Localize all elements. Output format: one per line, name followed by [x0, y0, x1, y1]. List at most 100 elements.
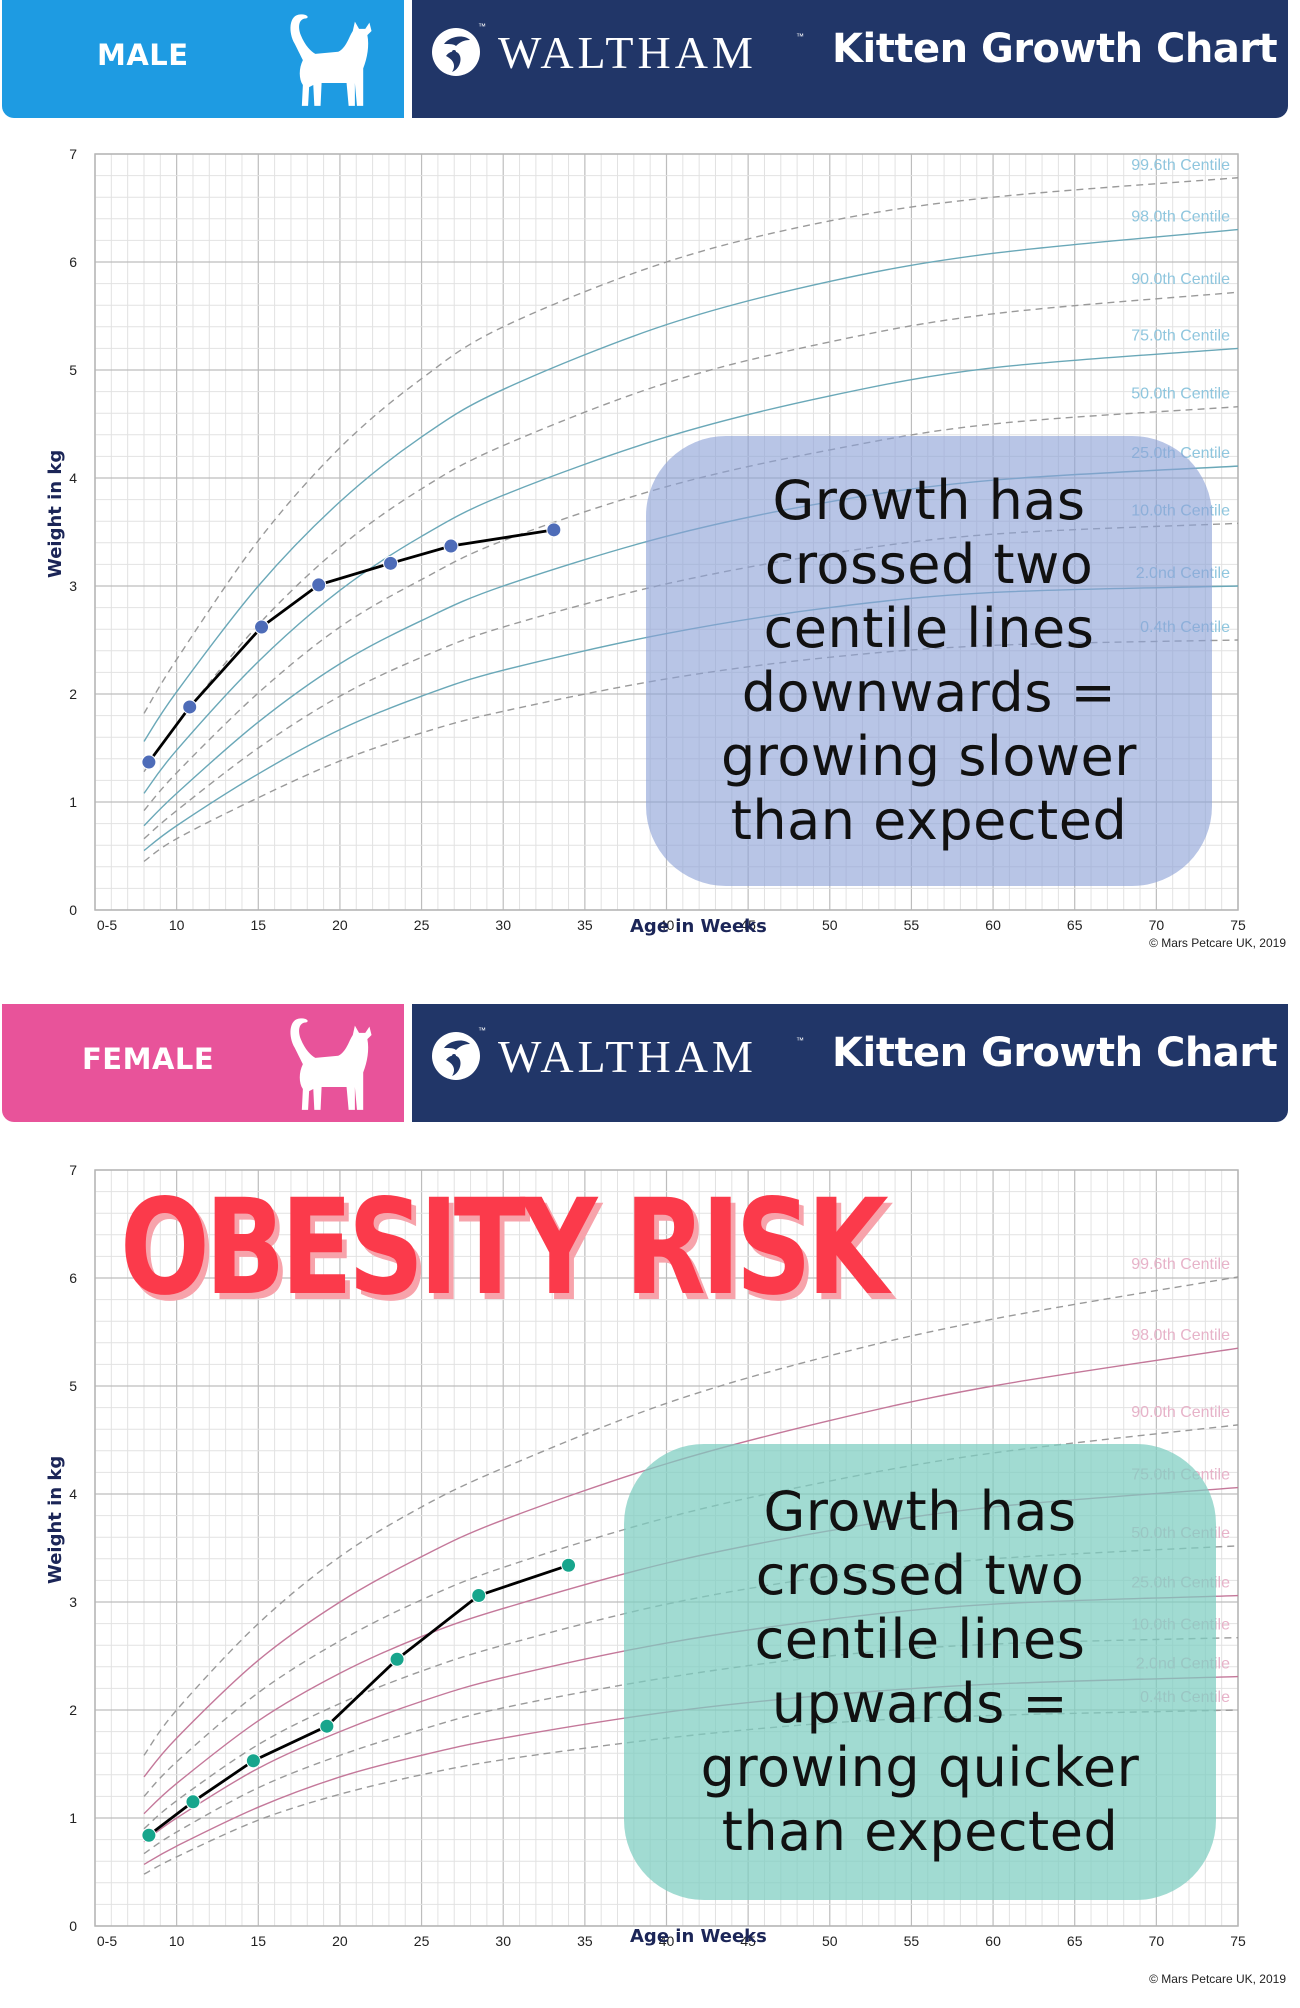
y-tick-label: 5	[69, 362, 77, 378]
male-panel: MALE	[2, 0, 404, 118]
centile-label: 98.0th Centile	[1131, 209, 1230, 226]
x-tick-label: 45	[740, 1933, 756, 1949]
x-tick-label: 35	[577, 917, 593, 933]
x-tick-label: 75	[1230, 917, 1246, 933]
data-point[interactable]	[471, 1588, 487, 1604]
centile-label: 99.6th Centile	[1131, 157, 1230, 174]
callout-line: Growth has	[763, 1480, 1077, 1543]
callout-line: than expected	[730, 789, 1128, 852]
data-point[interactable]	[245, 1753, 261, 1769]
copyright: © Mars Petcare UK, 2019	[1149, 1972, 1286, 1986]
y-tick-label: 3	[69, 578, 77, 594]
callout-line: downwards =	[741, 661, 1117, 724]
x-tick-label: 70	[1149, 917, 1165, 933]
female-header: FEMALE ™ WALTHAM ™ Kitten Growth Chart	[0, 1004, 1300, 1124]
cat-silhouette-icon	[290, 1018, 372, 1110]
cat-silhouette-icon	[290, 14, 372, 106]
x-tick-label: 15	[250, 1933, 266, 1949]
data-point[interactable]	[141, 1827, 157, 1843]
brand-tm: ™	[796, 1036, 804, 1045]
y-tick-label: 4	[69, 1486, 77, 1502]
callout-line: crossed two	[764, 533, 1094, 596]
y-tick-label: 1	[69, 794, 77, 810]
female-panel: FEMALE	[2, 1004, 404, 1122]
data-point[interactable]	[561, 1557, 577, 1573]
y-tick-label: 1	[69, 1810, 77, 1826]
chart-title: Kitten Growth Chart	[832, 26, 1278, 72]
callout-text: Growth has crossed two centile lines upw…	[701, 1480, 1140, 1864]
y-tick-label: 2	[69, 686, 77, 702]
x-tick-label: 30	[495, 1933, 511, 1949]
x-tick-label: 50	[822, 917, 838, 933]
logo-tm: ™	[478, 22, 486, 31]
x-tick-label: 70	[1149, 1933, 1165, 1949]
data-point[interactable]	[389, 1651, 405, 1667]
brand-panel: ™ WALTHAM ™ Kitten Growth Chart	[412, 0, 1288, 118]
callout-box: Growth has crossed two centile lines upw…	[624, 1444, 1216, 1900]
logo-tm: ™	[478, 1026, 486, 1035]
waltham-logo-icon	[432, 28, 480, 76]
callout-line: centile lines	[763, 597, 1095, 660]
x-tick-label: 15	[250, 917, 266, 933]
data-point[interactable]	[254, 619, 270, 635]
sex-label: MALE	[97, 38, 189, 72]
data-point[interactable]	[311, 577, 327, 593]
y-tick-label: 7	[69, 1162, 77, 1178]
centile-line	[143, 1276, 1239, 1756]
data-point[interactable]	[546, 522, 562, 538]
brand-tm: ™	[796, 32, 804, 41]
centile-label: 90.0th Centile	[1131, 271, 1230, 288]
brand-name: WALTHAM	[498, 27, 757, 78]
callout-line: Growth has	[772, 469, 1086, 532]
centile-line	[143, 406, 1239, 812]
y-tick-label: 3	[69, 1594, 77, 1610]
x-tick-label: 35	[577, 1933, 593, 1949]
x-axis-title: Age in Weeks	[630, 916, 767, 937]
centile-line	[143, 177, 1239, 714]
callout-line: centile lines	[754, 1608, 1086, 1671]
data-point[interactable]	[319, 1718, 335, 1734]
centile-label: 90.0th Centile	[1131, 1404, 1230, 1421]
centile-line	[143, 1347, 1239, 1778]
x-tick-label: 0-5	[97, 1933, 117, 1949]
x-tick-label: 50	[822, 1933, 838, 1949]
x-tick-label: 10	[169, 1933, 185, 1949]
x-tick-label: 10	[169, 917, 185, 933]
data-point[interactable]	[383, 555, 399, 571]
y-tick-label: 0	[69, 902, 77, 918]
y-tick-label: 6	[69, 1270, 77, 1286]
brand-name: WALTHAM	[498, 1031, 757, 1082]
kitten-weight-line	[148, 1563, 569, 1837]
centile-label: 75.0th Centile	[1131, 327, 1230, 344]
male-header: MALE ™ WALTHAM ™ Kitten Growth Chart	[0, 0, 1300, 120]
x-tick-label: 55	[904, 917, 920, 933]
x-tick-label: 40	[659, 917, 675, 933]
callout-box: Growth has crossed two centile lines dow…	[646, 436, 1212, 886]
y-axis-title: Weight in kg	[45, 449, 66, 578]
x-tick-label: 60	[985, 917, 1001, 933]
x-tick-label: 65	[1067, 1933, 1083, 1949]
data-point[interactable]	[182, 699, 198, 715]
centile-label: 98.0th Centile	[1131, 1327, 1230, 1344]
x-tick-label: 20	[332, 1933, 348, 1949]
callout-line: crossed two	[755, 1544, 1085, 1607]
x-tick-label: 20	[332, 917, 348, 933]
y-tick-label: 4	[69, 470, 77, 486]
callout-line: growing slower	[721, 725, 1137, 788]
x-tick-label: 40	[659, 1933, 675, 1949]
x-tick-label: 0-5	[97, 917, 117, 933]
male-chart: 0 1 2 3 4 5 6 7 0-5 10 15 20 25 30 35 40 45 50 55 60 65 70 75 9…	[0, 0, 1300, 1000]
chart-title: Kitten Growth Chart	[832, 1030, 1278, 1076]
data-point[interactable]	[141, 754, 157, 770]
data-point[interactable]	[185, 1794, 201, 1810]
y-tick-label: 2	[69, 1702, 77, 1718]
y-tick-label: 6	[69, 254, 77, 270]
obesity-risk-banner: OBESITY RISK	[120, 1171, 889, 1325]
x-tick-label: 75	[1230, 1933, 1246, 1949]
brand-panel: ™ WALTHAM ™ Kitten Growth Chart	[412, 1004, 1288, 1122]
x-axis-title: Age in Weeks	[630, 1926, 767, 1947]
data-point[interactable]	[443, 538, 459, 554]
female-chart: 0 1 2 3 4 5 6 7 0-5 10 15 20 25 30 35 40 45 50 55 60 65 70 75 9…	[0, 1004, 1300, 2008]
callout-line: than expected	[721, 1800, 1119, 1863]
y-tick-label: 0	[69, 1918, 77, 1934]
